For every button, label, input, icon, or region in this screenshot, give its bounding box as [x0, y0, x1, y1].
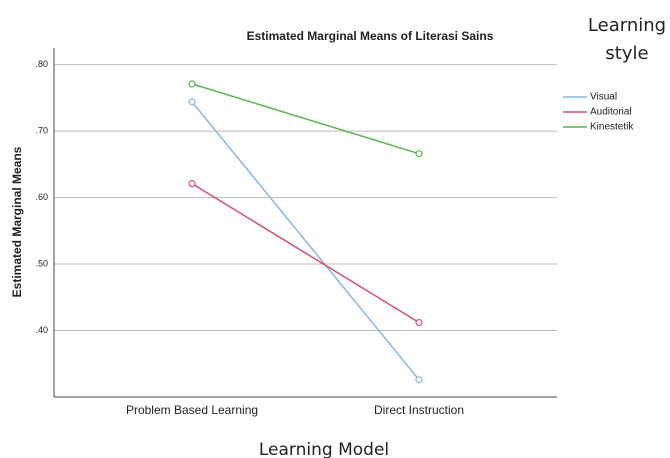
x-axis-label: Learning Model: [259, 440, 389, 458]
point: [188, 98, 196, 106]
point: [415, 150, 423, 158]
chart-title: Estimated Marginal Means of Literasi Sai…: [247, 29, 494, 43]
point: [415, 318, 423, 327]
series-line: [191, 83, 420, 155]
point: [188, 80, 196, 88]
legend-label: Auditorial: [590, 107, 632, 118]
legend-title: Learning style: [587, 15, 667, 64]
legend-label: Kinestetik: [590, 122, 634, 133]
y-tick-label: .40: [35, 325, 48, 335]
series-line: [191, 101, 420, 381]
y-tick-label: .70: [35, 125, 48, 135]
point: [415, 376, 423, 384]
y-tick-label: .60: [35, 192, 48, 202]
series-line: [191, 182, 420, 324]
x-tick-label: Direct Instruction: [374, 403, 464, 417]
y-tick-label: .50: [35, 258, 48, 268]
x-tick-label: Problem Based Learning: [126, 403, 258, 417]
y-axis-label: Estimated Marginal Means: [10, 146, 24, 297]
legend-label: Visual: [590, 92, 617, 103]
point: [188, 180, 196, 188]
y-tick-label: .80: [35, 59, 48, 69]
